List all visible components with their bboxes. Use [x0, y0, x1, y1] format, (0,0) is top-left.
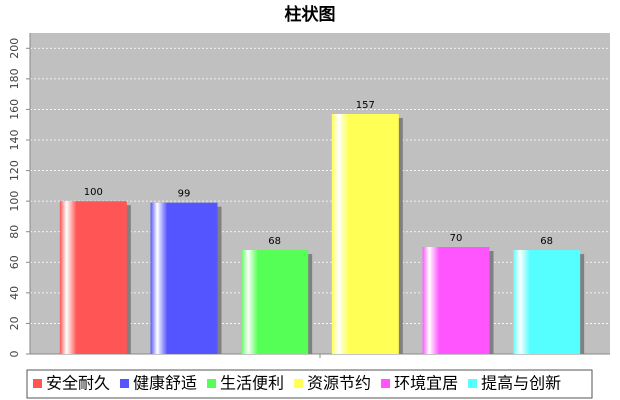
legend-label: 环境宜居	[394, 374, 458, 393]
y-tick-label: 20	[8, 316, 21, 330]
bar	[331, 114, 399, 354]
y-tick-label: 200	[8, 38, 21, 59]
value-label: 68	[268, 236, 281, 247]
bar	[513, 250, 581, 354]
y-tick-label: 80	[8, 225, 21, 239]
legend-label: 健康舒适	[133, 374, 197, 393]
legend-swatch	[33, 379, 42, 388]
bar	[59, 201, 127, 354]
y-tick-label: 0	[8, 351, 21, 358]
legend-swatch	[468, 379, 478, 388]
legend-label: 生活便利	[220, 374, 284, 393]
value-label: 68	[540, 236, 553, 247]
y-tick-label: 140	[8, 130, 21, 151]
legend-label: 提高与创新	[481, 374, 561, 393]
legend-swatch	[381, 379, 391, 388]
y-tick-label: 180	[8, 68, 21, 89]
value-label: 70	[450, 233, 463, 244]
chart-title: 柱状图	[285, 4, 336, 25]
bar	[241, 250, 309, 354]
y-tick-label: 160	[8, 99, 21, 120]
bar	[422, 247, 490, 354]
y-tick-label: 120	[8, 160, 21, 181]
legend-swatch	[294, 379, 304, 388]
y-tick-label: 40	[8, 286, 21, 300]
value-label: 99	[178, 189, 191, 200]
legend-swatch	[120, 379, 130, 388]
value-label: 157	[356, 100, 375, 111]
legend-label: 资源节约	[307, 374, 371, 393]
y-tick-label: 100	[8, 191, 21, 212]
legend-label: 安全耐久	[46, 374, 110, 393]
bar	[150, 202, 218, 354]
value-label: 100	[84, 187, 103, 198]
legend-swatch	[207, 379, 217, 388]
y-tick-label: 60	[8, 255, 21, 269]
